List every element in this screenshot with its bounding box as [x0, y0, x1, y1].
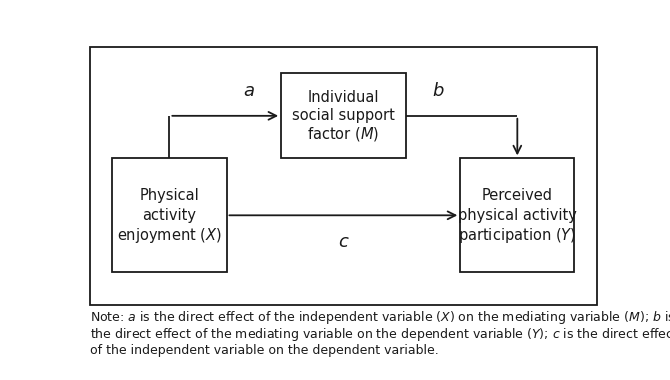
Text: Note: $a$ is the direct effect of the independent variable ($X$) on the mediatin: Note: $a$ is the direct effect of the in…: [90, 309, 670, 326]
Text: $a$: $a$: [243, 82, 255, 100]
Text: participation ($Y$): participation ($Y$): [458, 226, 576, 245]
Text: physical activity: physical activity: [458, 208, 577, 223]
Text: Individual: Individual: [308, 90, 379, 105]
Text: activity: activity: [143, 208, 196, 223]
Text: the direct effect of the mediating variable on the dependent variable ($Y$); $c$: the direct effect of the mediating varia…: [90, 326, 670, 344]
Text: factor ($M$): factor ($M$): [308, 125, 379, 143]
Text: $b$: $b$: [431, 82, 444, 100]
Text: enjoyment ($X$): enjoyment ($X$): [117, 226, 222, 245]
Bar: [460, 158, 574, 272]
Bar: [113, 158, 226, 272]
Bar: [281, 73, 406, 158]
Bar: [90, 47, 597, 304]
Text: $c$: $c$: [338, 233, 349, 251]
Text: social support: social support: [292, 108, 395, 124]
Text: Physical: Physical: [139, 188, 199, 203]
Text: of the independent variable on the dependent variable.: of the independent variable on the depen…: [90, 344, 439, 357]
Text: Perceived: Perceived: [482, 188, 553, 203]
